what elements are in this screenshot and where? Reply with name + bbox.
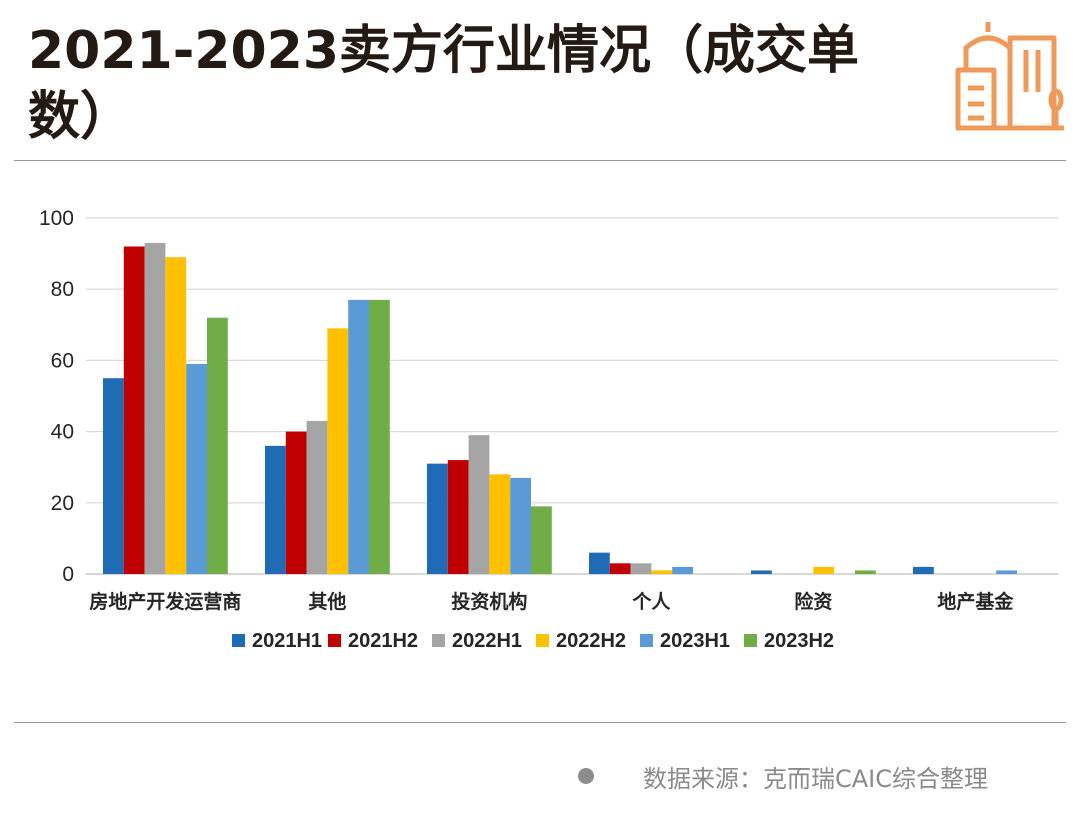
y-tick-label: 100 (39, 207, 74, 230)
bar-2022H1-房地产开发运营商 (144, 242, 166, 575)
bar-2022H2-个人 (651, 570, 673, 574)
bar-2023H1-个人 (672, 566, 693, 574)
bar-2023H2-投资机构 (531, 506, 552, 574)
bar-2021H2-其他 (285, 431, 307, 574)
bar-2023H1-地产基金 (996, 570, 1017, 574)
bar-2021H1-地产基金 (913, 566, 934, 574)
bar-2023H1-其他 (348, 299, 369, 574)
bar-2021H1-险资 (751, 570, 772, 574)
x-tick-label: 个人 (631, 591, 671, 613)
legend-swatch-2022H1 (432, 634, 445, 647)
bar-2021H2-房地产开发运营商 (123, 246, 145, 574)
legend-label-2022H2: 2022H2 (556, 630, 626, 652)
bar-2021H1-个人 (589, 552, 610, 574)
bar-2021H1-投资机构 (427, 463, 448, 574)
y-axis-ticks: 0 20 40 60 80 100 (39, 207, 74, 586)
x-tick-label: 房地产开发运营商 (89, 590, 241, 613)
x-tick-label: 其他 (308, 590, 346, 613)
y-tick-label: 80 (51, 278, 74, 301)
bar-2022H2-其他 (327, 328, 349, 574)
x-tick-label: 投资机构 (451, 590, 527, 613)
y-tick-label: 0 (62, 563, 74, 586)
bar-2023H1-投资机构 (510, 477, 531, 574)
bullet-icon (578, 768, 594, 784)
source-note: 数据来源：克而瑞CAIC综合整理 (578, 756, 988, 796)
legend-label-2023H2: 2023H2 (764, 630, 834, 652)
legend-label-2023H1: 2023H1 (660, 630, 730, 652)
bar-marks (103, 242, 1017, 575)
y-tick-label: 20 (51, 492, 74, 515)
footer-divider (14, 722, 1066, 723)
x-tick-label: 险资 (794, 590, 832, 613)
bar-2022H2-险资 (813, 566, 835, 574)
y-tick-label: 60 (51, 349, 74, 372)
bar-2022H1-个人 (630, 563, 652, 574)
x-tick-label: 地产基金 (937, 590, 1014, 613)
building-icon (955, 22, 1064, 131)
legend-swatch-2021H1 (232, 634, 245, 647)
bar-2021H2-个人 (609, 563, 631, 574)
bar-2023H2-房地产开发运营商 (207, 317, 228, 574)
bar-chart: 0 20 40 60 80 100 房地产开发运营商 其他 投资机构 个人 险资 地产基金 2021… (39, 207, 1058, 652)
bar-2021H1-其他 (265, 445, 286, 574)
legend-swatch-2023H2 (744, 634, 757, 647)
legend-label-2022H1: 2022H1 (452, 630, 522, 652)
bar-2021H2-投资机构 (447, 460, 469, 574)
bar-2022H1-其他 (306, 420, 328, 574)
page-title: 2021-2023卖方行业情况（成交单数） (28, 21, 860, 147)
bar-2023H1-房地产开发运营商 (186, 363, 207, 574)
legend-label-2021H1: 2021H1 (252, 630, 322, 652)
bar-2023H2-其他 (369, 299, 390, 574)
x-axis-ticks: 房地产开发运营商 其他 投资机构 个人 险资 地产基金 (89, 590, 1014, 613)
legend-swatch-2021H2 (328, 634, 341, 647)
y-tick-label: 40 (51, 421, 74, 444)
bar-2022H1-投资机构 (468, 435, 490, 574)
bar-2021H1-房地产开发运营商 (103, 378, 124, 574)
gridlines (86, 217, 1058, 575)
bar-2022H2-房地产开发运营商 (165, 257, 187, 574)
bar-2022H2-投资机构 (489, 474, 511, 574)
legend-label-2021H2: 2021H2 (348, 630, 418, 652)
bar-2023H2-险资 (855, 570, 876, 574)
legend-swatch-2022H2 (536, 634, 549, 647)
header-divider (14, 160, 1066, 161)
source-text: 数据来源：克而瑞CAIC综合整理 (643, 764, 989, 793)
legend-swatch-2023H1 (640, 634, 653, 647)
legend: 2021H1 2021H2 2022H1 2022H2 2023H1 2023H2 (232, 630, 834, 652)
